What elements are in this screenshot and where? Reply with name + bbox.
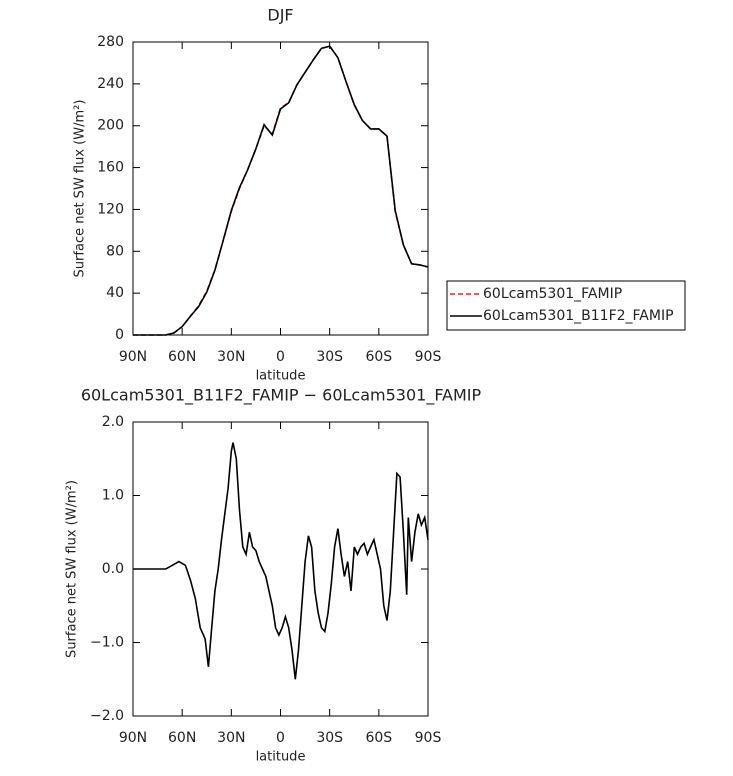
- y-axis-label: Surface net SW flux (W/m²): [65, 480, 80, 658]
- legend-label: 60Lcam5301_FAMIP: [483, 286, 622, 302]
- x-tick-label: 0: [276, 730, 285, 746]
- y-tick-label: 200: [97, 118, 124, 134]
- y-tick-label: 0: [115, 327, 124, 343]
- y-tick-label: 120: [97, 201, 124, 217]
- y-tick-label: 80: [106, 243, 124, 259]
- y-tick-label: 160: [97, 160, 124, 176]
- x-tick-label: 60N: [168, 349, 196, 365]
- x-tick-label: 90N: [119, 730, 147, 746]
- x-tick-label: 30N: [217, 349, 245, 365]
- y-tick-label: 240: [97, 76, 124, 92]
- x-tick-label: 90N: [119, 349, 147, 365]
- y-tick-label: 2.0: [102, 414, 124, 430]
- legend-box: [446, 280, 686, 331]
- plot-frame: [132, 421, 429, 717]
- y-tick-label: −2.0: [90, 708, 124, 724]
- x-tick-label: 60N: [168, 730, 196, 746]
- y-tick-label: −1.0: [90, 635, 124, 651]
- y-tick-label: 1.0: [102, 488, 124, 504]
- x-tick-label: 90S: [415, 730, 442, 746]
- y-tick-label: 0.0: [102, 561, 124, 577]
- x-tick-label: 0: [276, 349, 285, 365]
- data-line: [133, 45, 429, 336]
- y-axis-label: Surface net SW flux (W/m²): [73, 100, 88, 278]
- x-tick-label: 60S: [365, 349, 392, 365]
- x-tick-label: 30N: [217, 730, 245, 746]
- x-tick-label: 30S: [316, 349, 343, 365]
- chart-title: DJF: [267, 6, 293, 25]
- y-tick-label: 280: [97, 34, 124, 50]
- x-tick-label: 30S: [316, 730, 343, 746]
- plot-frame: [132, 41, 429, 336]
- data-line: [133, 442, 429, 680]
- y-tick-label: 40: [106, 285, 124, 301]
- x-axis-label: latitude: [256, 369, 306, 384]
- chart-title: 60Lcam5301_B11F2_FAMIP − 60Lcam5301_FAMI…: [81, 386, 482, 406]
- legend-label: 60Lcam5301_B11F2_FAMIP: [483, 308, 674, 324]
- x-axis-label: latitude: [256, 750, 306, 765]
- x-tick-label: 60S: [365, 730, 392, 746]
- x-tick-label: 90S: [415, 349, 442, 365]
- data-line: [133, 45, 429, 336]
